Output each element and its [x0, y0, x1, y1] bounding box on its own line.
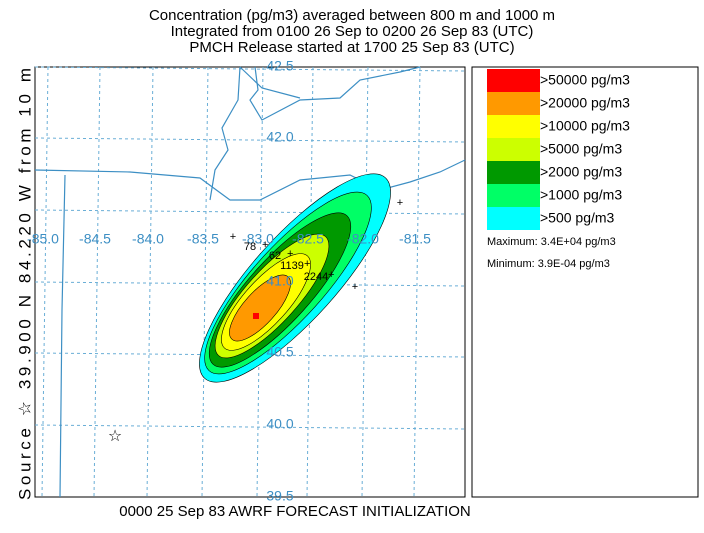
lon-label: -85.0: [27, 231, 59, 247]
side-label: Source ☆ 39.900 N 84.220 W from 10 m: [15, 68, 34, 500]
station-marker: +: [352, 281, 358, 293]
station-marker: +: [262, 239, 268, 251]
header: Concentration (pg/m3) averaged between 8…: [149, 7, 555, 56]
lon-label: -84.5: [79, 231, 111, 247]
lat-label: 40.5: [266, 344, 293, 360]
legend-swatch: [487, 207, 540, 230]
station-marker: +: [328, 269, 334, 281]
lon-label: -82.0: [347, 231, 379, 247]
coastlines: [34, 66, 466, 498]
lat-label: 42.0: [266, 129, 293, 145]
contour: [229, 274, 291, 342]
header-line: Integrated from 0100 26 Sep to 0200 26 S…: [171, 23, 534, 40]
coastline: [34, 159, 466, 201]
coastline: [249, 66, 421, 121]
legend-swatch: [487, 115, 540, 138]
footer: 0000 25 Sep 83 AWRF FORECAST INITIALIZAT…: [119, 503, 471, 520]
legend-swatch: [487, 161, 540, 184]
lon-label: -82.5: [292, 231, 324, 247]
station-value: 62: [269, 250, 281, 262]
lat-label: 41.0: [266, 273, 293, 289]
header-line: Concentration (pg/m3) averaged between 8…: [149, 7, 555, 24]
lon-label: -81.5: [399, 231, 431, 247]
legend-label: >10000 pg/m3: [540, 118, 630, 134]
source-star: ☆: [108, 428, 122, 445]
legend-swatch: [487, 138, 540, 161]
legend: >50000 pg/m3 >20000 pg/m3 >10000 pg/m3 >500…: [487, 69, 630, 230]
lat-label: 40.0: [266, 416, 293, 432]
legend-label: >2000 pg/m3: [540, 164, 622, 180]
legend-label: >50000 pg/m3: [540, 72, 630, 88]
plume: [199, 173, 391, 383]
map-labels: 42.5 42.0 41.0 40.5 40.0 39.5 -85.0 -84.5 -84.0 -…: [27, 58, 431, 504]
minimum: Minimum: 3.9E-04 pg/m3: [487, 258, 610, 270]
lon-label: -83.0: [242, 231, 274, 247]
station-marker: +: [230, 231, 236, 243]
max-point: [253, 313, 259, 319]
legend-label: >1000 pg/m3: [540, 187, 622, 203]
lat-label: 39.5: [266, 488, 293, 504]
legend-label: >500 pg/m3: [540, 210, 615, 226]
station-value: 78: [244, 241, 256, 253]
station-marker: +: [287, 248, 293, 260]
header-line: PMCH Release started at 1700 25 Sep 83 (…: [189, 39, 514, 56]
station-marker: +: [304, 258, 310, 270]
station-value: 2244: [304, 271, 328, 283]
lon-label: -83.5: [187, 231, 219, 247]
station-value: 1139: [280, 260, 304, 272]
lon-label: -84.0: [132, 231, 164, 247]
maximum: Maximum: 3.4E+04 pg/m3: [487, 236, 616, 248]
legend-label: >5000 pg/m3: [540, 141, 622, 157]
state-border: [59, 174, 66, 498]
legend-label: >20000 pg/m3: [540, 95, 630, 111]
legend-swatch: [487, 184, 540, 207]
lat-label: 42.5: [266, 58, 293, 74]
station-marker: +: [397, 197, 403, 209]
legend-swatch: [487, 69, 540, 92]
legend-swatch: [487, 92, 540, 115]
coastline: [209, 66, 241, 201]
coastline: [239, 66, 301, 99]
